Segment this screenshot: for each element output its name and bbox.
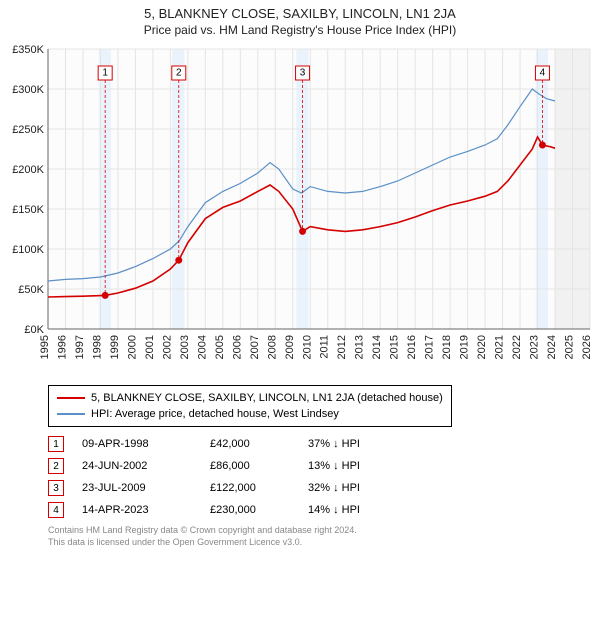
tx-pct: 14% ↓ HPI [308, 504, 418, 516]
tx-badge: 2 [48, 458, 64, 474]
svg-text:2026: 2026 [581, 335, 593, 359]
svg-text:1997: 1997 [74, 335, 86, 359]
svg-text:2004: 2004 [196, 335, 208, 359]
svg-text:£0K: £0K [24, 324, 44, 336]
chart-area: £0K £50K £100K £150K £200K £250K £300K £350K 199… [0, 39, 600, 379]
tx-price: £42,000 [210, 438, 290, 450]
footer-attribution: Contains HM Land Registry data © Crown c… [48, 525, 580, 548]
tx-badge: 3 [48, 480, 64, 496]
svg-text:2020: 2020 [476, 335, 488, 359]
table-row: 1 09-APR-1998 £42,000 37% ↓ HPI [48, 433, 580, 455]
title-address: 5, BLANKNEY CLOSE, SAXILBY, LINCOLN, LN1… [0, 6, 600, 21]
svg-text:2010: 2010 [301, 335, 313, 359]
svg-text:£100K: £100K [12, 244, 44, 256]
svg-text:2016: 2016 [406, 335, 418, 359]
tx-pct: 32% ↓ HPI [308, 482, 418, 494]
svg-text:2000: 2000 [126, 335, 138, 359]
footer-line1: Contains HM Land Registry data © Crown c… [48, 525, 580, 537]
svg-text:2013: 2013 [354, 335, 366, 359]
tx-price: £86,000 [210, 460, 290, 472]
svg-text:2012: 2012 [336, 335, 348, 359]
svg-text:£200K: £200K [12, 164, 44, 176]
svg-text:2018: 2018 [441, 335, 453, 359]
footer-line2: This data is licensed under the Open Gov… [48, 537, 580, 549]
svg-text:2005: 2005 [214, 335, 226, 359]
tx-date: 09-APR-1998 [82, 438, 192, 450]
svg-text:£50K: £50K [18, 284, 44, 296]
svg-text:2002: 2002 [161, 335, 173, 359]
table-row: 4 14-APR-2023 £230,000 14% ↓ HPI [48, 499, 580, 521]
tx-date: 14-APR-2023 [82, 504, 192, 516]
svg-text:1: 1 [102, 68, 108, 79]
tx-pct: 37% ↓ HPI [308, 438, 418, 450]
svg-text:4: 4 [540, 68, 546, 79]
svg-text:2011: 2011 [319, 335, 331, 359]
line-chart: £0K £50K £100K £150K £200K £250K £300K £350K 199… [0, 39, 600, 379]
tx-pct: 13% ↓ HPI [308, 460, 418, 472]
svg-text:£150K: £150K [12, 204, 44, 216]
svg-text:2015: 2015 [389, 335, 401, 359]
tx-badge: 1 [48, 436, 64, 452]
transactions-table: 1 09-APR-1998 £42,000 37% ↓ HPI 2 24-JUN… [48, 433, 580, 521]
chart-titles: 5, BLANKNEY CLOSE, SAXILBY, LINCOLN, LN1… [0, 0, 600, 39]
legend: 5, BLANKNEY CLOSE, SAXILBY, LINCOLN, LN1… [48, 385, 452, 427]
svg-text:£350K: £350K [12, 44, 44, 56]
svg-text:3: 3 [300, 68, 306, 79]
svg-text:2024: 2024 [546, 335, 558, 359]
svg-text:2003: 2003 [179, 335, 191, 359]
tx-price: £122,000 [210, 482, 290, 494]
legend-swatch-property [57, 397, 85, 399]
legend-item-property: 5, BLANKNEY CLOSE, SAXILBY, LINCOLN, LN1… [57, 390, 443, 406]
svg-text:2: 2 [176, 68, 182, 79]
legend-item-hpi: HPI: Average price, detached house, West… [57, 406, 443, 422]
svg-text:£250K: £250K [12, 124, 44, 136]
tx-date: 24-JUN-2002 [82, 460, 192, 472]
svg-text:2014: 2014 [371, 335, 383, 359]
svg-text:2023: 2023 [529, 335, 541, 359]
tx-badge: 4 [48, 502, 64, 518]
svg-text:2022: 2022 [511, 335, 523, 359]
svg-text:2009: 2009 [284, 335, 296, 359]
svg-text:2021: 2021 [494, 335, 506, 359]
legend-swatch-hpi [57, 413, 85, 415]
svg-text:1996: 1996 [56, 335, 68, 359]
svg-text:2025: 2025 [564, 335, 576, 359]
svg-text:2001: 2001 [144, 335, 156, 359]
svg-text:2007: 2007 [249, 335, 261, 359]
title-subtitle: Price paid vs. HM Land Registry's House … [0, 23, 600, 37]
svg-text:1999: 1999 [109, 335, 121, 359]
legend-label-property: 5, BLANKNEY CLOSE, SAXILBY, LINCOLN, LN1… [91, 392, 443, 404]
tx-date: 23-JUL-2009 [82, 482, 192, 494]
svg-text:2019: 2019 [459, 335, 471, 359]
tx-price: £230,000 [210, 504, 290, 516]
legend-label-hpi: HPI: Average price, detached house, West… [91, 408, 339, 420]
svg-text:1995: 1995 [39, 335, 51, 359]
svg-text:£300K: £300K [12, 84, 44, 96]
svg-text:2008: 2008 [266, 335, 278, 359]
table-row: 3 23-JUL-2009 £122,000 32% ↓ HPI [48, 477, 580, 499]
svg-text:1998: 1998 [91, 335, 103, 359]
svg-text:2017: 2017 [424, 335, 436, 359]
svg-text:2006: 2006 [231, 335, 243, 359]
table-row: 2 24-JUN-2002 £86,000 13% ↓ HPI [48, 455, 580, 477]
